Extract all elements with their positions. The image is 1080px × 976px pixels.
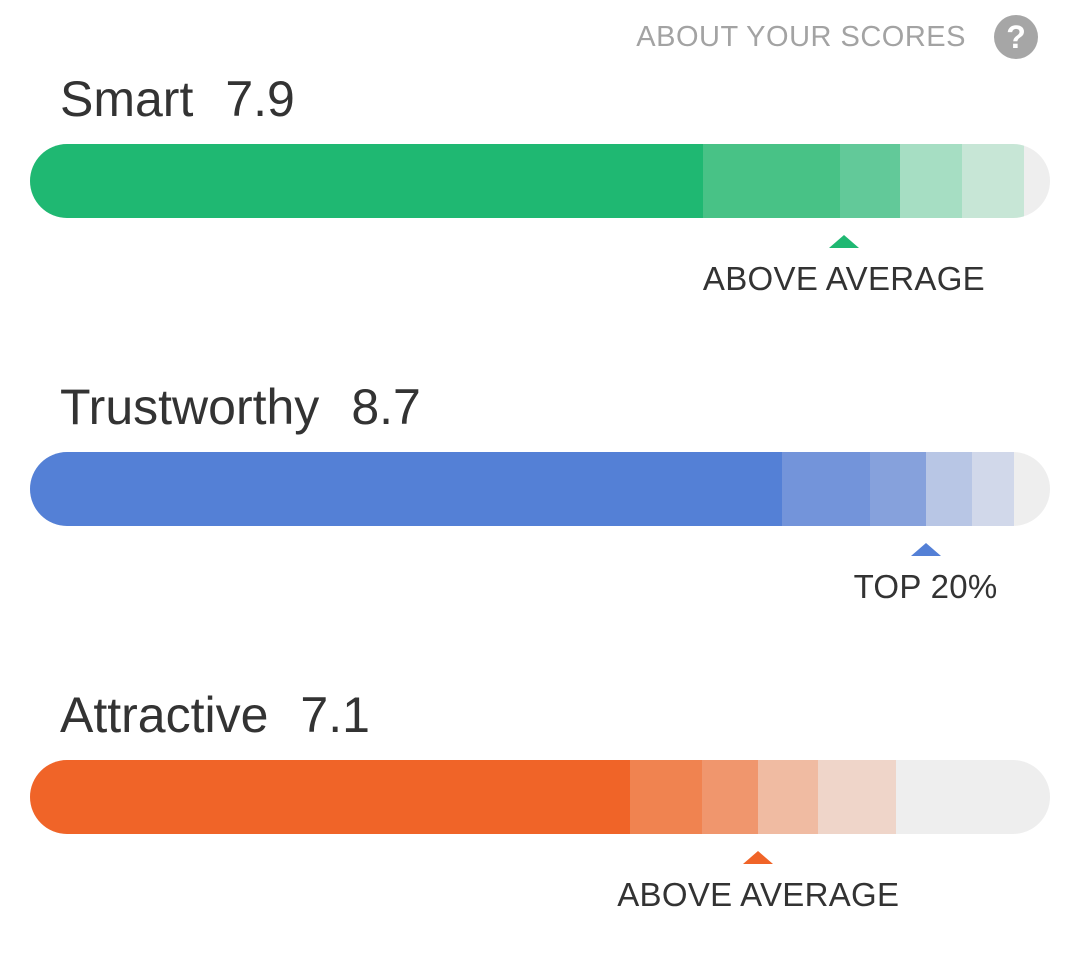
score-bar-band — [925, 452, 973, 526]
score-bar-band — [900, 144, 963, 218]
score-bar-band — [839, 144, 901, 218]
score-marker-icon — [743, 851, 774, 864]
score-bar-band — [629, 760, 703, 834]
score-bar — [30, 452, 1050, 526]
question-circle-icon[interactable]: ? — [994, 15, 1038, 59]
score-bar-band — [870, 452, 926, 526]
score-value: 7.9 — [225, 71, 295, 127]
about-your-scores-link[interactable]: ABOUT YOUR SCORES ? — [636, 14, 1038, 60]
score-value: 8.7 — [351, 379, 421, 435]
score-title: Trustworthy 8.7 — [60, 378, 421, 438]
score-title: Smart 7.9 — [60, 70, 295, 130]
score-bar-band — [702, 760, 759, 834]
score-bucket-label: ABOVE AVERAGE — [617, 876, 900, 913]
score-bar-band — [781, 452, 871, 526]
score-marker-icon — [828, 235, 859, 248]
score-bucket-label: TOP 20% — [853, 568, 998, 605]
score-marker-icon — [910, 543, 941, 556]
score-bar-band — [703, 144, 840, 218]
score-bucket-label: ABOVE AVERAGE — [702, 260, 985, 297]
score-value: 7.1 — [300, 687, 370, 743]
score-bar-fill — [30, 144, 704, 218]
score-name: Trustworthy — [60, 379, 320, 435]
score-smart: Smart 7.9 ABOVE AVERAGE — [0, 70, 1080, 360]
score-title: Attractive 7.1 — [60, 686, 370, 746]
score-name: Smart — [60, 71, 194, 127]
score-bar-fill — [30, 452, 782, 526]
score-bar-fill — [30, 760, 630, 834]
about-your-scores-label: ABOUT YOUR SCORES — [636, 20, 966, 53]
score-attractive: Attractive 7.1 ABOVE AVERAGE — [0, 686, 1080, 976]
score-trustworthy: Trustworthy 8.7 TOP 20% — [0, 378, 1080, 668]
score-bar — [30, 760, 1050, 834]
score-bar-band — [972, 452, 1015, 526]
score-name: Attractive — [60, 687, 269, 743]
score-bar — [30, 144, 1050, 218]
score-bar-band — [758, 760, 819, 834]
score-bar-band — [818, 760, 896, 834]
score-bar-band — [962, 144, 1025, 218]
